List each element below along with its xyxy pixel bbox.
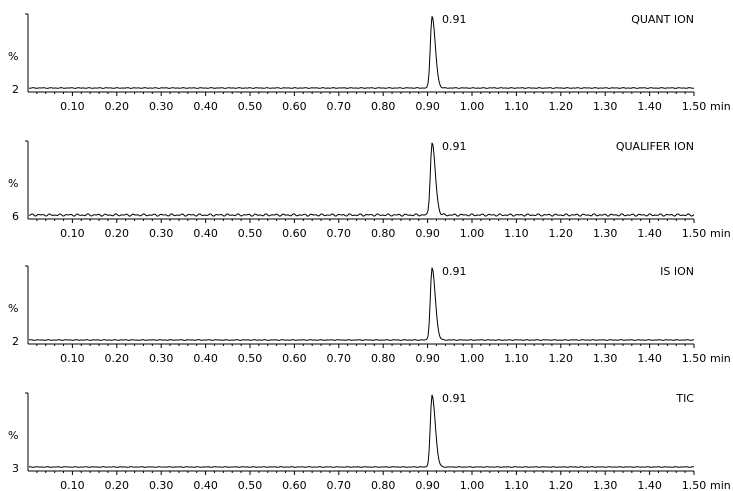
x-tick-label: 0.90 (415, 227, 440, 240)
chromatogram-trace (28, 267, 695, 341)
x-tick-label: 0.50 (238, 352, 263, 365)
x-tick-label: 0.10 (60, 352, 85, 365)
y-baseline-label: 2 (12, 335, 19, 348)
x-tick-label: 0.40 (193, 227, 218, 240)
x-tick-label: 0.40 (193, 100, 218, 113)
x-tick-label: 0.60 (282, 352, 307, 365)
x-tick-label: 1.10 (504, 227, 529, 240)
x-tick-label: 1.10 (504, 352, 529, 365)
peak-label: 0.91 (442, 13, 467, 26)
x-tick-label: 1.50 (682, 227, 707, 240)
x-tick-label: 0.80 (371, 479, 396, 491)
chromatogram-trace (28, 142, 695, 217)
x-tick-label: 0.40 (193, 352, 218, 365)
x-tick-label: 0.80 (371, 352, 396, 365)
x-tick-label: 1.30 (593, 100, 618, 113)
x-tick-label: 0.50 (238, 227, 263, 240)
x-tick-label: 0.70 (327, 100, 352, 113)
x-tick-label: 1.30 (593, 352, 618, 365)
x-tick-label: 1.30 (593, 479, 618, 491)
x-unit-label: min (710, 227, 731, 240)
x-tick-label: 0.30 (149, 227, 174, 240)
x-tick-label: 1.30 (593, 227, 618, 240)
chromatogram-trace (28, 16, 695, 89)
x-tick-label: 1.20 (549, 227, 574, 240)
x-tick-label: 1.20 (549, 479, 574, 491)
y-baseline-label: 6 (12, 210, 19, 223)
peak-label: 0.91 (442, 265, 467, 278)
x-tick-label: 0.60 (282, 479, 307, 491)
x-tick-label: 1.00 (460, 352, 485, 365)
y-axis-label: % (8, 302, 18, 315)
x-tick-label: 1.40 (637, 352, 662, 365)
x-tick-label: 0.20 (105, 352, 130, 365)
y-axis-label: % (8, 50, 18, 63)
x-tick-label: 1.50 (682, 479, 707, 491)
x-tick-label: 1.40 (637, 100, 662, 113)
x-tick-label: 0.30 (149, 479, 174, 491)
x-tick-label: 0.10 (60, 479, 85, 491)
x-tick-label: 0.50 (238, 479, 263, 491)
x-tick-label: 1.20 (549, 100, 574, 113)
x-tick-label: 1.00 (460, 227, 485, 240)
y-axis-label: % (8, 429, 18, 442)
x-tick-label: 1.00 (460, 100, 485, 113)
x-tick-label: 0.90 (415, 352, 440, 365)
x-tick-label: 0.10 (60, 100, 85, 113)
x-tick-label: 0.10 (60, 227, 85, 240)
x-tick-label: 0.40 (193, 479, 218, 491)
x-tick-label: 1.10 (504, 100, 529, 113)
x-tick-label: 0.20 (105, 227, 130, 240)
x-tick-label: 0.90 (415, 479, 440, 491)
y-baseline-label: 3 (12, 462, 19, 475)
peak-label: 0.91 (442, 140, 467, 153)
x-tick-label: 0.70 (327, 479, 352, 491)
x-tick-label: 1.50 (682, 100, 707, 113)
y-baseline-label: 2 (12, 83, 19, 96)
y-axis-label: % (8, 177, 18, 190)
x-tick-label: 0.70 (327, 352, 352, 365)
x-tick-label: 0.30 (149, 100, 174, 113)
x-tick-label: 0.70 (327, 227, 352, 240)
x-unit-label: min (710, 352, 731, 365)
trace-label: QUANT ION (631, 13, 694, 26)
x-tick-label: 0.80 (371, 227, 396, 240)
x-tick-label: 0.20 (105, 100, 130, 113)
x-tick-label: 0.60 (282, 227, 307, 240)
x-tick-label: 1.40 (637, 479, 662, 491)
x-tick-label: 0.50 (238, 100, 263, 113)
x-tick-label: 1.40 (637, 227, 662, 240)
x-unit-label: min (710, 100, 731, 113)
chromatogram-trace (28, 394, 695, 468)
trace-label: TIC (675, 392, 694, 405)
peak-label: 0.91 (442, 392, 467, 405)
x-tick-label: 1.50 (682, 352, 707, 365)
x-tick-label: 1.20 (549, 352, 574, 365)
trace-label: IS ION (660, 265, 694, 278)
x-tick-label: 1.10 (504, 479, 529, 491)
x-tick-label: 0.90 (415, 100, 440, 113)
x-unit-label: min (710, 479, 731, 491)
x-tick-label: 0.20 (105, 479, 130, 491)
x-tick-label: 1.00 (460, 479, 485, 491)
x-tick-label: 0.30 (149, 352, 174, 365)
trace-label: QUALIFER ION (616, 140, 694, 153)
x-tick-label: 0.60 (282, 100, 307, 113)
x-tick-label: 0.80 (371, 100, 396, 113)
